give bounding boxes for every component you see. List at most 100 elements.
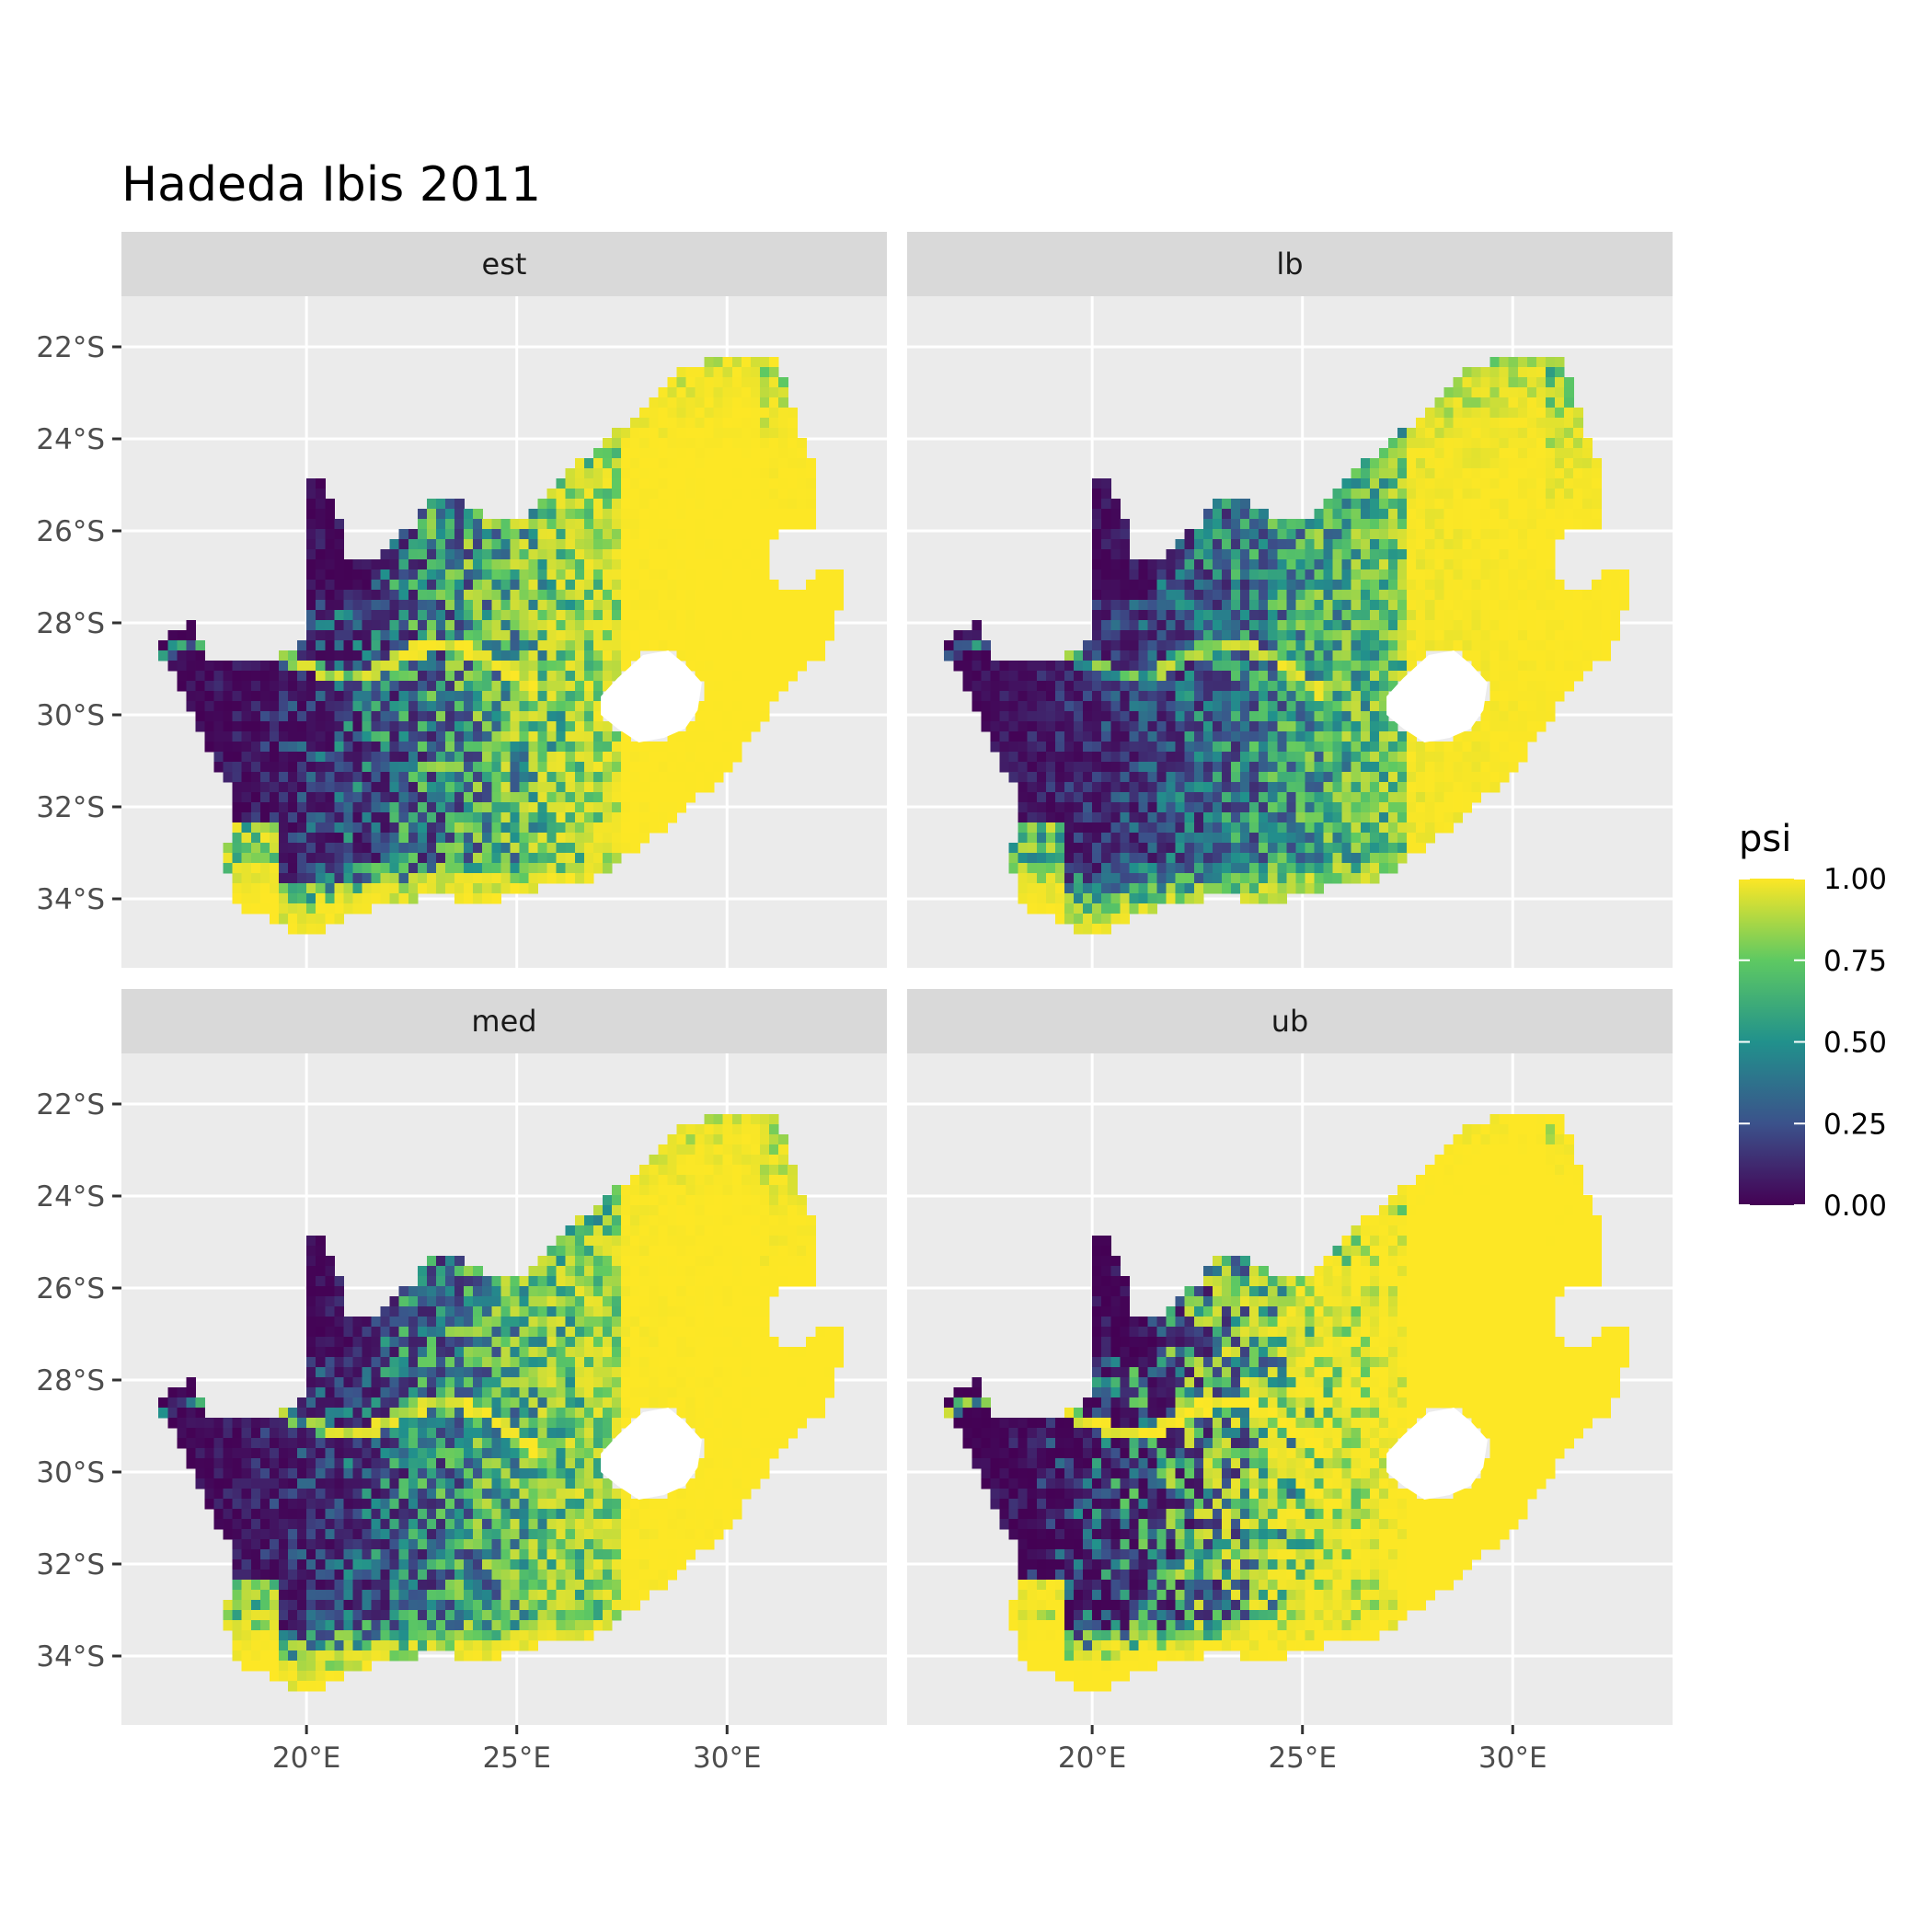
raster-cell [824,600,834,611]
raster-cell [454,812,465,823]
raster-cell [695,1165,706,1176]
raster-cell [1101,924,1111,935]
raster-cell [1526,630,1537,641]
raster-cell [1268,569,1278,581]
raster-cell [1231,681,1241,692]
raster-cell [603,792,613,803]
raster-cell [649,640,659,651]
raster-cell [788,478,798,489]
raster-cell [1249,610,1259,621]
raster-cell [1480,569,1491,581]
raster-cell [1018,772,1029,783]
raster-cell [1120,620,1130,631]
raster-cell [1249,671,1259,682]
raster-cell [500,661,511,672]
raster-cell [1416,580,1426,591]
raster-cell [1295,630,1306,641]
raster-cell [944,650,954,661]
raster-cell [1573,458,1583,469]
raster-cell [603,822,613,834]
raster-cell [389,610,400,621]
raster-cell [990,681,1001,692]
raster-cell [352,833,363,844]
raster-cell [389,873,400,884]
raster-cell [1202,883,1213,894]
raster-cell [1277,661,1287,672]
raster-cell [1332,499,1343,510]
raster-cell [1499,630,1510,641]
raster-cell [797,1205,807,1216]
raster-cell [1083,812,1093,823]
raster-cell [630,1175,640,1186]
raster-cell [685,529,696,540]
raster-cell [510,721,521,732]
raster-cell [574,742,585,753]
raster-cell [1156,883,1167,894]
raster-cell [685,1205,696,1216]
raster-cell [408,731,419,742]
raster-cell [1240,843,1250,854]
raster-cell [195,691,206,702]
raster-cell [750,458,761,469]
raster-cell [380,721,391,732]
raster-cell [316,590,326,601]
raster-cell [741,1144,752,1156]
raster-cell [316,833,326,844]
raster-cell [759,539,770,550]
raster-cell [334,701,344,712]
raster-cell [510,762,521,773]
raster-cell [621,731,631,742]
raster-cell [1508,468,1519,479]
raster-cell [1138,863,1149,874]
raster-cell [1489,671,1501,682]
raster-cell [797,600,807,611]
raster-cell [1369,752,1380,763]
raster-cell [1221,610,1232,621]
raster-cell [1535,478,1547,489]
raster-cell [316,489,326,500]
raster-cell [445,519,455,530]
raster-cell [1147,731,1158,742]
raster-cell [1249,863,1259,874]
raster-cell [676,630,687,641]
raster-cell [1184,600,1195,611]
raster-cell [685,468,696,479]
raster-cell [1054,701,1065,712]
raster-cell [713,1225,724,1236]
raster-cell [334,883,344,894]
raster-cell [1166,549,1177,560]
raster-cell [1259,782,1269,793]
raster-cell [1110,499,1121,510]
raster-cell [824,590,834,601]
raster-cell [704,1155,715,1166]
raster-cell [510,843,521,854]
raster-cell [1027,893,1038,904]
raster-cell [250,883,261,894]
raster-cell [1092,721,1102,732]
raster-cell [297,661,307,672]
raster-cell [417,559,428,570]
raster-cell [445,782,455,793]
raster-cell [713,721,724,732]
raster-cell [1499,691,1510,702]
raster-cell [510,833,521,844]
raster-cell [371,721,382,732]
raster-cell [731,671,742,682]
raster-cell [1092,742,1102,753]
raster-cell [482,630,492,641]
raster-cell [769,661,779,672]
raster-cell [1555,357,1565,368]
raster-cell [1045,772,1056,783]
raster-cell [1555,468,1565,479]
raster-cell [371,661,382,672]
raster-cell [806,600,816,611]
raster-cell [1259,661,1269,672]
raster-cell [1332,661,1343,672]
raster-cell [279,742,289,753]
raster-cell [398,772,409,783]
raster-cell [788,519,798,530]
raster-cell [612,661,622,672]
raster-cell [630,812,640,823]
raster-cell [731,650,742,661]
raster-cell [1286,539,1296,550]
